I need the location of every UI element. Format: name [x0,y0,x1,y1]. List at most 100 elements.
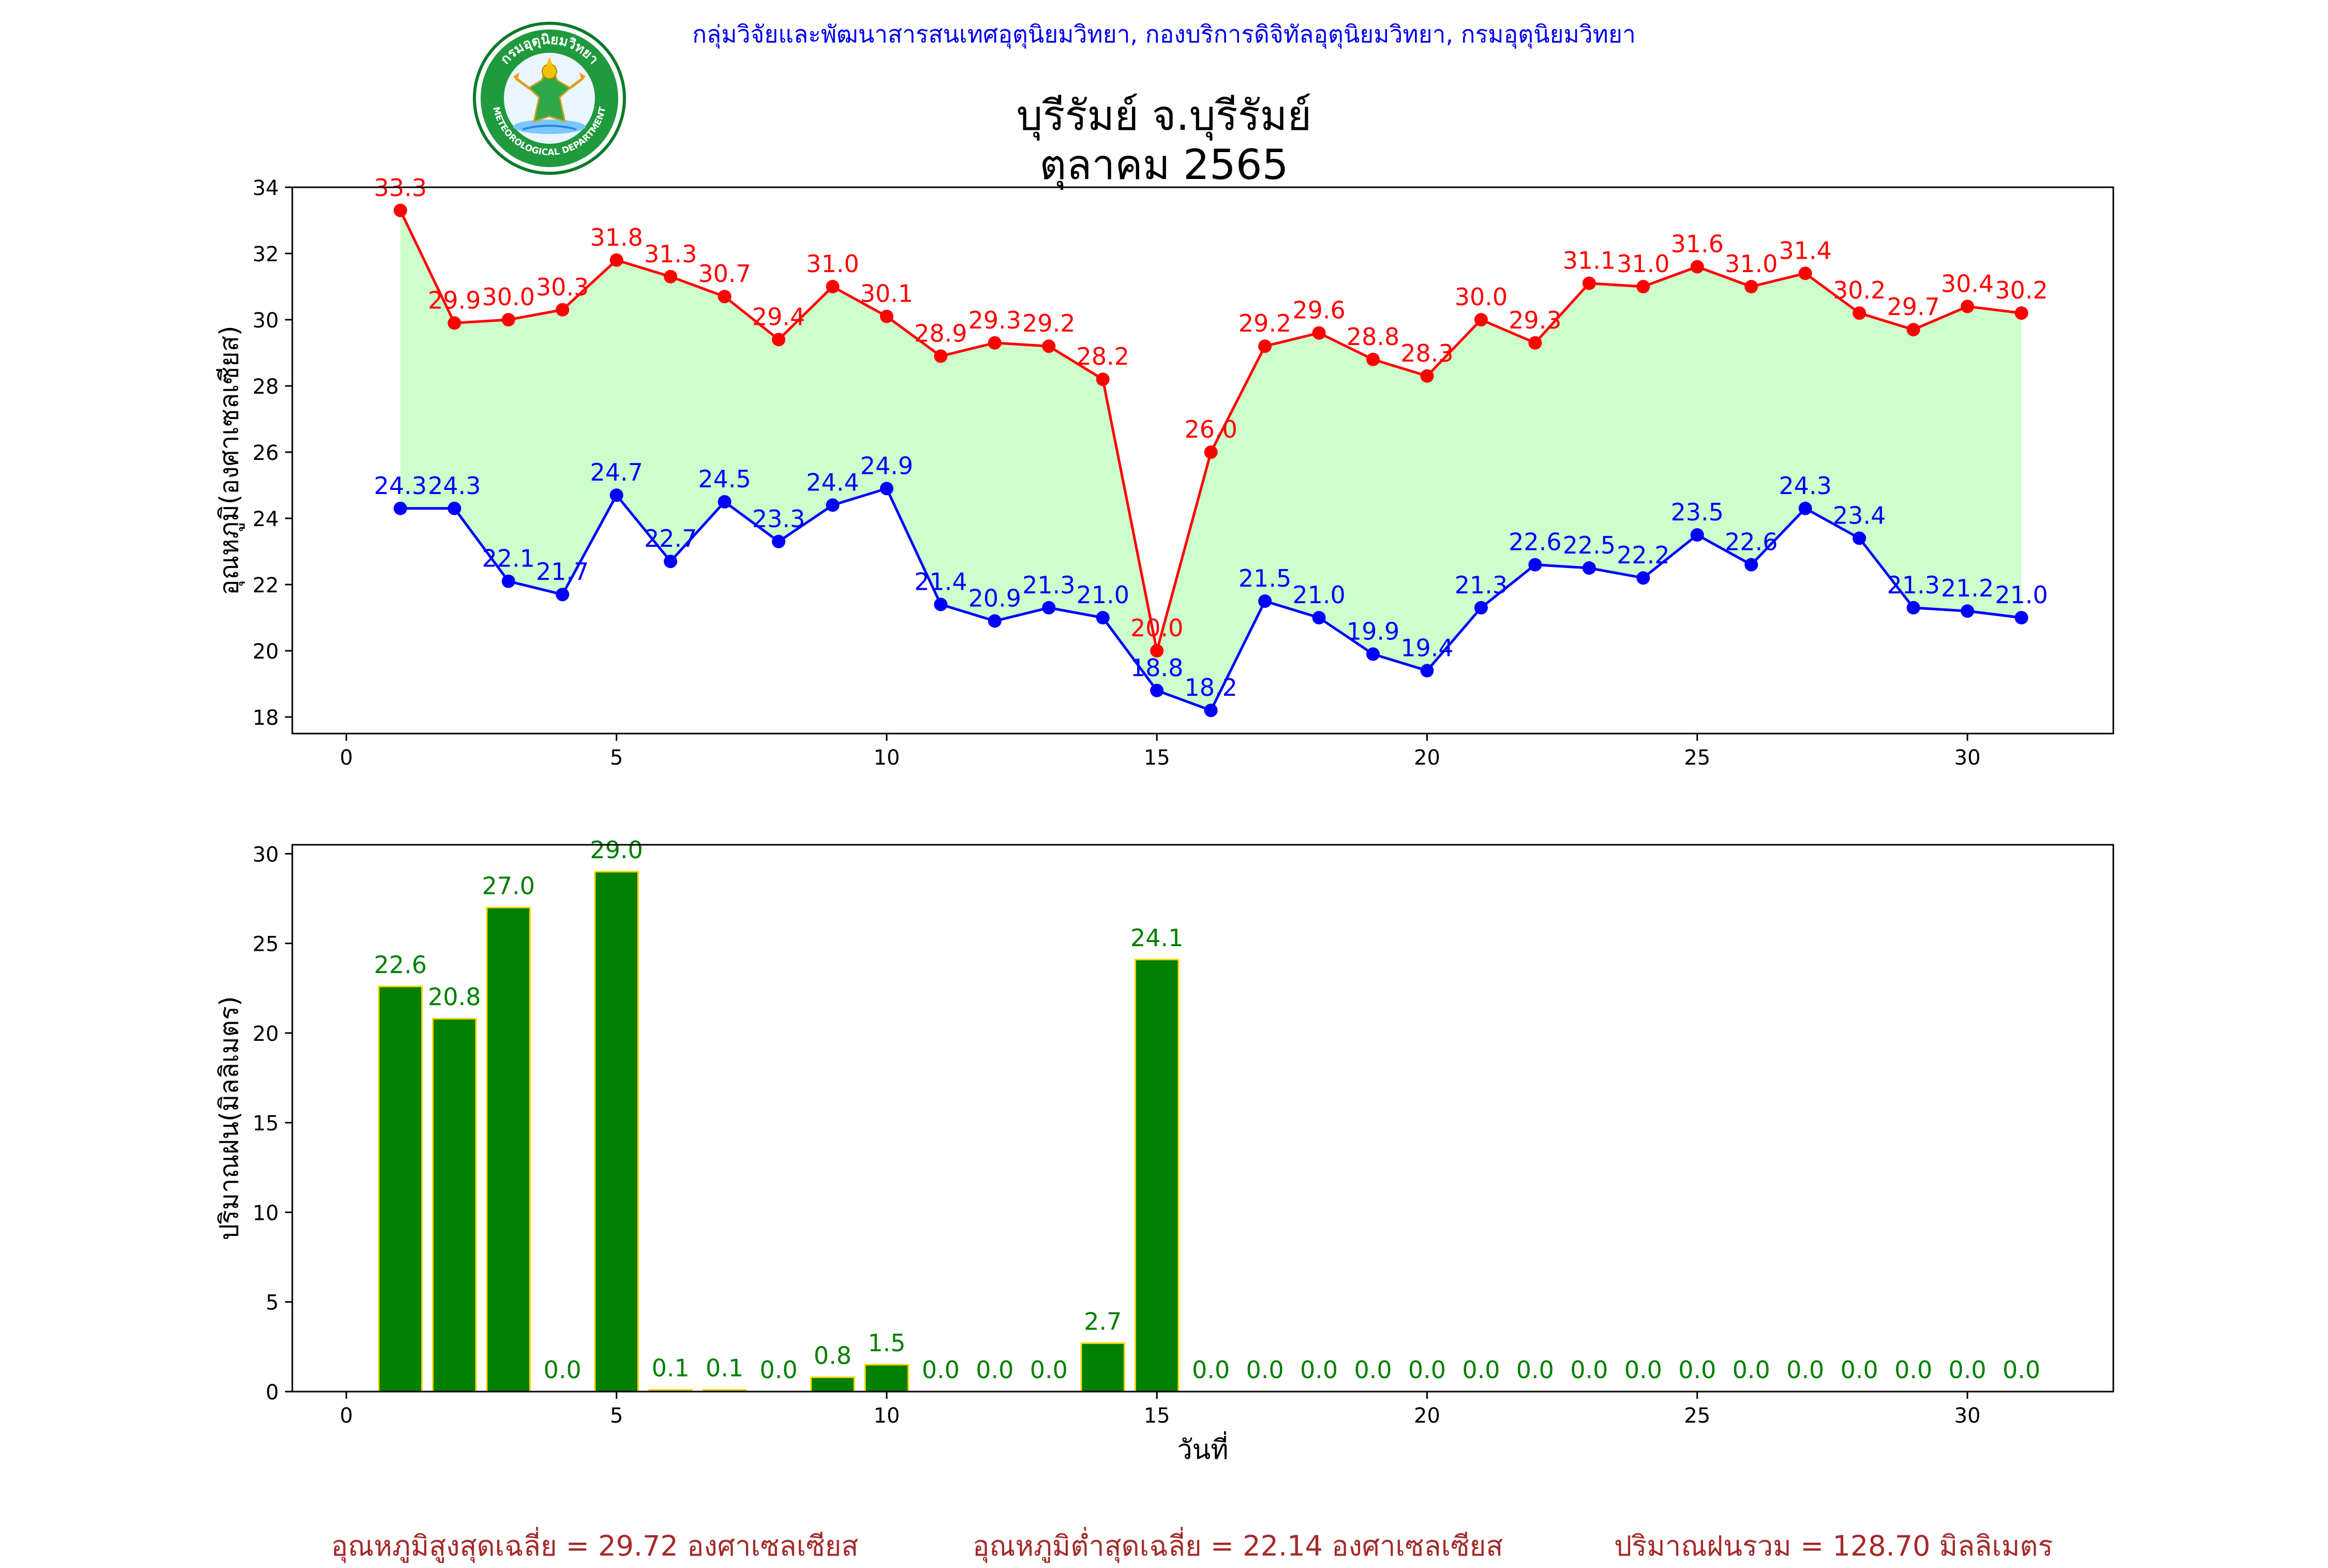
max-temp-data-label: 30.0 [482,283,535,311]
rainfall-data-label: 0.0 [1246,1356,1284,1384]
rainfall-bar [432,1018,477,1393]
max-temp-data-label: 30.7 [698,260,751,288]
min-temp-point [826,498,840,512]
min-temp-data-label: 21.5 [1238,564,1291,592]
rainfall-data-label: 0.0 [922,1356,960,1384]
min-temp-data-label: 22.6 [1509,528,1561,556]
max-temp-point [718,290,732,304]
min-temp-point [1960,604,1974,618]
max-temp-point [1798,266,1812,280]
rainfall-data-label: 0.0 [1354,1356,1392,1384]
max-temp-data-label: 29.2 [1022,309,1075,337]
min-temp-data-label: 24.3 [374,472,427,500]
rainfall-y-tick-label: 10 [252,1201,279,1225]
max-temp-point [1258,339,1272,353]
rainfall-bar [378,985,423,1393]
max-temp-point [1366,352,1380,366]
max-temp-point [1528,336,1542,350]
rainfall-data-label: 0.0 [1894,1356,1932,1384]
min-temp-data-label: 24.5 [698,465,751,493]
min-temp-data-label: 21.0 [1077,581,1129,609]
rainfall-x-tick-label: 10 [874,1404,900,1428]
rainfall-x-tick-label: 25 [1684,1404,1710,1428]
max-temp-data-label: 31.3 [644,240,697,268]
rainfall-data-label: 0.0 [2003,1356,2040,1384]
min-temp-data-label: 21.3 [1022,571,1075,599]
temperature-range-fill [400,210,2022,711]
min-temp-point [1798,501,1812,515]
temperature-x-tick-label: 15 [1144,746,1170,770]
max-temp-point [1636,280,1650,293]
rainfall-y-tick-label: 5 [266,1291,279,1315]
min-temp-data-label: 18.8 [1130,654,1183,682]
min-temp-data-label: 24.4 [806,468,859,496]
rainfall-data-label: 0.0 [544,1356,581,1384]
rainfall-data-label: 0.0 [1624,1356,1662,1384]
max-temp-point [879,309,893,323]
max-temp-data-label: 28.8 [1347,323,1399,351]
min-temp-point [772,534,786,548]
max-temp-point [1690,260,1704,274]
rainfall-data-label: 0.0 [1408,1356,1446,1384]
max-temp-point [1312,326,1326,340]
temperature-y-tick-label: 24 [252,507,279,531]
chart-title-station: บุรีรัมย์ จ.บุรีรัมย์ [1016,92,1312,140]
temperature-x-tick-label: 20 [1414,746,1440,770]
rainfall-data-label: 22.6 [374,951,427,979]
temperature-x-tick-label: 10 [874,746,900,770]
max-temp-point [772,333,786,347]
max-temp-data-label: 30.4 [1941,270,1994,297]
rainfall-x-tick-label: 15 [1144,1404,1170,1428]
max-temp-point [1906,323,1920,337]
rainfall-data-label: 29.0 [590,836,643,864]
min-temp-data-label: 18.2 [1184,674,1237,701]
min-temp-point [1258,594,1272,608]
temperature-x-tick-label: 25 [1684,746,1710,770]
max-temp-data-label: 29.3 [1509,306,1561,334]
min-temp-point [1312,611,1326,624]
footer-total-rain: ปริมาณฝนรวม = 128.70 มิลลิเมตร [1614,1530,2053,1562]
rainfall-plot-frame [291,844,2114,1393]
rainfall-data-label: 24.1 [1130,924,1183,952]
max-temp-point [1204,445,1218,459]
min-temp-point [934,598,948,611]
rainfall-data-label: 0.0 [1192,1356,1230,1384]
rainfall-bar [1080,1342,1126,1393]
min-temp-data-label: 19.9 [1347,617,1399,645]
max-temp-point [501,313,515,326]
max-temp-point [2014,306,2028,320]
temperature-y-tick-label: 22 [252,574,279,598]
min-temp-data-label: 23.5 [1671,498,1724,526]
max-temp-data-label: 30.0 [1455,283,1508,311]
rainfall-data-label: 0.1 [706,1354,743,1382]
max-temp-data-label: 31.0 [1725,250,1778,278]
min-temp-data-label: 20.9 [968,584,1021,612]
max-temp-point [1744,280,1758,293]
rainfall-y-tick-label: 0 [266,1381,279,1405]
min-temp-point [501,574,515,588]
temperature-y-tick-label: 32 [252,243,279,266]
rainfall-y-axis-label: ปริมาณฝน(มิลลิเมตร) [214,996,244,1240]
rainfall-x-tick-label: 30 [1954,1404,1981,1428]
max-temp-data-label: 31.0 [1617,250,1669,278]
rainfall-data-label: 0.0 [1462,1356,1500,1384]
max-temp-data-label: 31.8 [590,223,643,251]
min-temp-point [2014,611,2028,624]
min-temp-data-label: 23.4 [1833,501,1886,529]
min-temp-data-label: 24.3 [1779,472,1831,500]
max-temp-point [826,280,840,293]
rainfall-data-label: 20.8 [428,983,481,1011]
max-temp-data-label: 30.2 [1833,276,1886,304]
max-temp-point [1150,644,1164,658]
min-temp-point [1582,561,1596,575]
temperature-y-tick-label: 20 [252,640,279,664]
rainfall-data-label: 2.7 [1084,1307,1122,1335]
max-temp-point [1096,372,1110,386]
max-temp-point [556,303,570,317]
temperature-x-tick-label: 5 [610,746,623,770]
rainfall-data-label: 0.0 [1786,1356,1824,1384]
min-temp-data-label: 21.0 [1995,581,2048,609]
temperature-plot-frame [291,186,2114,735]
max-temp-point [1042,339,1056,353]
